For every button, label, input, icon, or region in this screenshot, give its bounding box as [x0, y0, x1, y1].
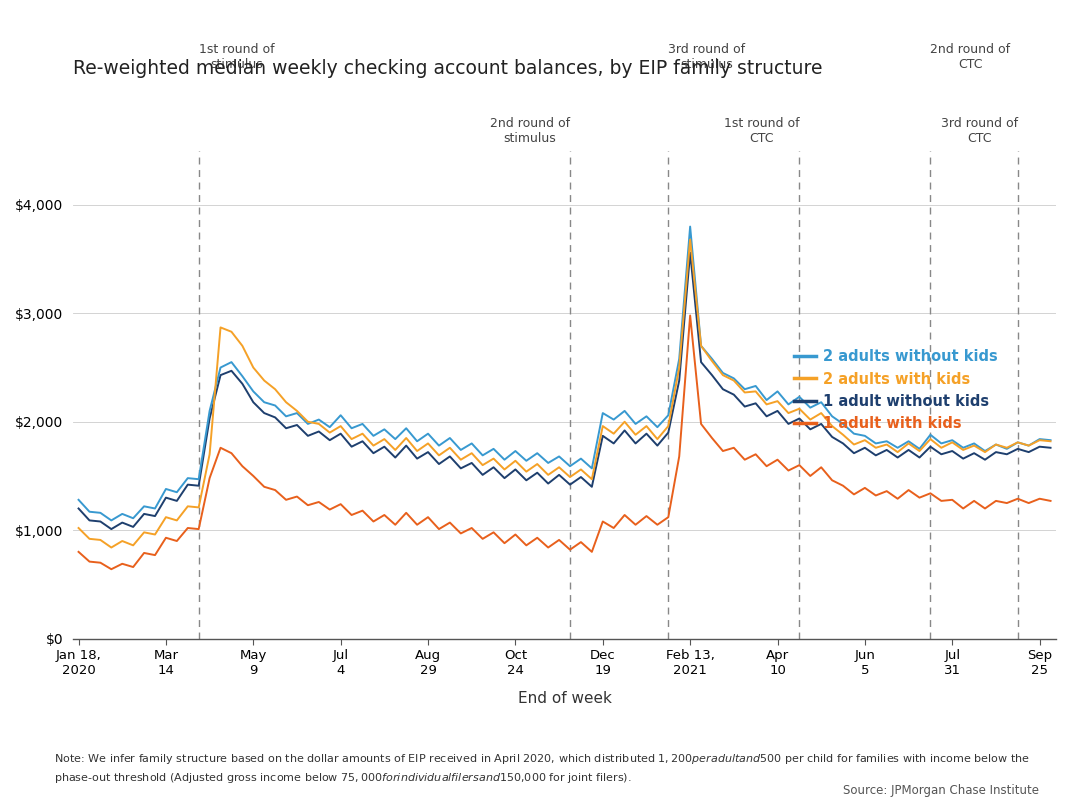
Text: 3rd round of
CTC: 3rd round of CTC: [940, 116, 1017, 144]
Text: 1st round of
CTC: 1st round of CTC: [724, 116, 799, 144]
Text: Re-weighted median weekly checking account balances, by EIP family structure: Re-weighted median weekly checking accou…: [73, 59, 823, 78]
Text: Source: JPMorgan Chase Institute: Source: JPMorgan Chase Institute: [843, 784, 1039, 797]
Text: Note: We infer family structure based on the dollar amounts of EIP received in A: Note: We infer family structure based on…: [54, 752, 1029, 785]
X-axis label: End of week: End of week: [517, 691, 612, 706]
Text: 3rd round of
stimulus: 3rd round of stimulus: [668, 43, 745, 71]
Text: 2nd round of
stimulus: 2nd round of stimulus: [489, 116, 570, 144]
Text: 1st round of
stimulus: 1st round of stimulus: [199, 43, 274, 71]
Legend: 2 adults without kids, 2 adults with kids, 1 adult without kids, 1 adult with ki: 2 adults without kids, 2 adults with kid…: [788, 344, 1004, 437]
Text: 2nd round of
CTC: 2nd round of CTC: [931, 43, 1011, 71]
